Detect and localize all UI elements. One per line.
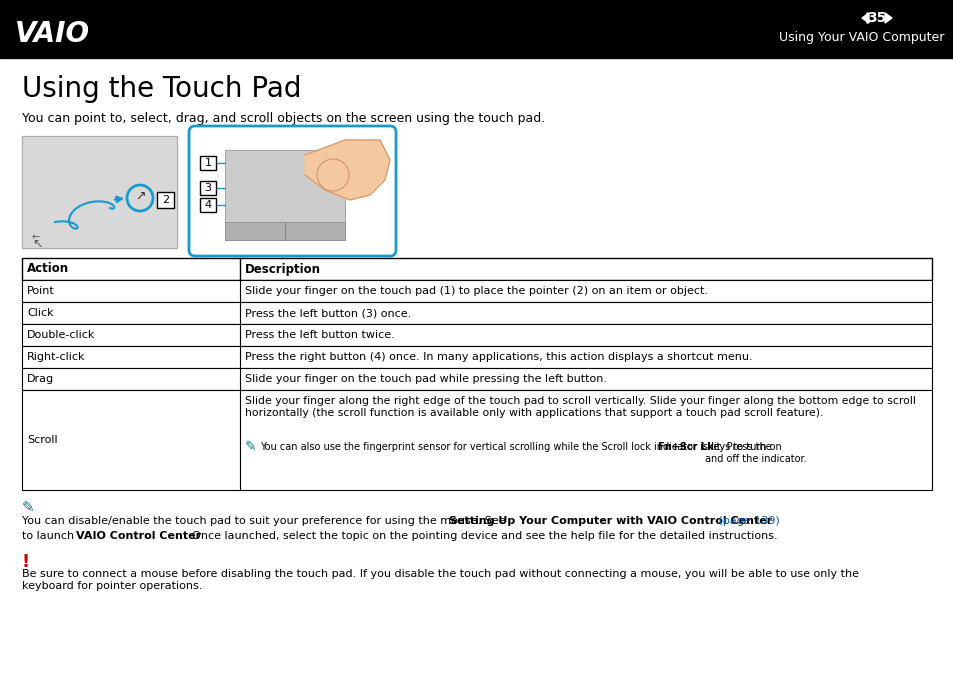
Text: Drag: Drag <box>27 374 54 384</box>
Text: VAIO: VAIO <box>15 20 90 48</box>
Polygon shape <box>884 13 891 23</box>
Text: You can also use the fingerprint sensor for vertical scrolling while the Scroll : You can also use the fingerprint sensor … <box>260 442 774 452</box>
Text: Be sure to connect a mouse before disabling the touch pad. If you disable the to: Be sure to connect a mouse before disabl… <box>22 569 858 590</box>
Bar <box>225 150 345 240</box>
Polygon shape <box>862 13 868 23</box>
Text: VAIO Control Center: VAIO Control Center <box>76 531 201 541</box>
Bar <box>225 222 345 240</box>
Polygon shape <box>305 140 390 200</box>
Text: Slide your finger along the right edge of the touch pad to scroll vertically. Sl: Slide your finger along the right edge o… <box>245 396 915 418</box>
Text: ←: ← <box>32 232 40 242</box>
Bar <box>22 258 931 280</box>
Text: keys to turn on
and off the indicator.: keys to turn on and off the indicator. <box>704 442 806 464</box>
Text: Press the right button (4) once. In many applications, this action displays a sh: Press the right button (4) once. In many… <box>245 352 752 362</box>
Bar <box>157 192 173 208</box>
Text: 4: 4 <box>204 200 212 210</box>
Text: Using the Touch Pad: Using the Touch Pad <box>22 75 301 103</box>
Text: Slide your finger on the touch pad (1) to place the pointer (2) on an item or ob: Slide your finger on the touch pad (1) t… <box>245 286 707 296</box>
Text: Scroll: Scroll <box>27 435 57 445</box>
Text: . Once launched, select the topic on the pointing device and see the help file f: . Once launched, select the topic on the… <box>185 531 777 541</box>
Text: Slide your finger on the touch pad while pressing the left button.: Slide your finger on the touch pad while… <box>245 374 606 384</box>
Circle shape <box>316 159 349 191</box>
Text: Press the left button (3) once.: Press the left button (3) once. <box>245 308 411 318</box>
Text: !: ! <box>22 553 30 571</box>
Bar <box>22 346 931 368</box>
Text: 2: 2 <box>162 195 169 205</box>
Text: 3: 3 <box>204 183 212 193</box>
Text: Description: Description <box>245 262 320 276</box>
Bar <box>22 136 177 248</box>
Text: You can point to, select, drag, and scroll objects on the screen using the touch: You can point to, select, drag, and scro… <box>22 112 545 125</box>
Text: Action: Action <box>27 262 69 276</box>
Bar <box>200 198 215 212</box>
Bar <box>200 156 215 170</box>
Bar <box>22 136 177 248</box>
Text: to launch: to launch <box>22 531 77 541</box>
Text: 1: 1 <box>204 158 212 168</box>
Bar <box>22 368 931 390</box>
Text: (page 139): (page 139) <box>714 516 779 526</box>
Text: Press the left button twice.: Press the left button twice. <box>245 330 395 340</box>
Text: Setting Up Your Computer with VAIO Control Center: Setting Up Your Computer with VAIO Contr… <box>449 516 771 526</box>
Text: Fn+Scr Lk: Fn+Scr Lk <box>658 442 713 452</box>
Text: Double-click: Double-click <box>27 330 95 340</box>
Bar <box>0 0 953 58</box>
Text: ↗: ↗ <box>135 189 146 202</box>
Text: Point: Point <box>27 286 54 296</box>
Text: ✎: ✎ <box>245 440 256 454</box>
Bar <box>200 181 215 195</box>
Bar <box>22 324 931 346</box>
Bar <box>22 280 931 302</box>
Text: ✎: ✎ <box>22 500 34 515</box>
Text: 35: 35 <box>866 11 885 25</box>
Bar <box>22 390 931 490</box>
Text: ↖: ↖ <box>32 238 43 251</box>
Text: You can disable/enable the touch pad to suit your preference for using the mouse: You can disable/enable the touch pad to … <box>22 516 509 526</box>
Text: Using Your VAIO Computer: Using Your VAIO Computer <box>778 32 943 44</box>
Text: Right-click: Right-click <box>27 352 86 362</box>
Bar <box>22 302 931 324</box>
Text: Click: Click <box>27 308 53 318</box>
